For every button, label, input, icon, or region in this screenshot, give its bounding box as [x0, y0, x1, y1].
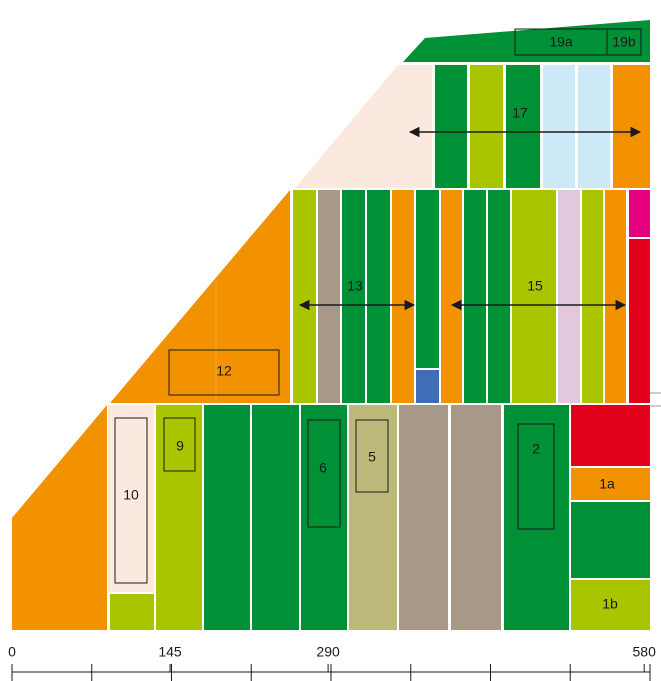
scale-label: 0 [8, 644, 16, 660]
plot [110, 190, 290, 403]
plot [435, 65, 467, 188]
scale-label: 580 [633, 644, 657, 660]
plot [12, 405, 107, 630]
plot [571, 405, 650, 466]
plot [582, 190, 603, 403]
plot [349, 405, 397, 630]
plot [204, 405, 250, 630]
plot-label: 9 [176, 438, 184, 454]
plot [110, 594, 154, 630]
scale-label: 145 [158, 644, 182, 660]
plot [301, 405, 347, 630]
plot [512, 190, 556, 403]
plot [416, 190, 439, 368]
scale-bar: 0 145 290 580 [8, 644, 656, 681]
plot [342, 190, 365, 403]
plot [441, 190, 462, 403]
plot [504, 405, 569, 630]
plot-label: 19b [612, 34, 636, 50]
plot [108, 405, 154, 592]
plot [470, 65, 503, 188]
outline [168, 349, 280, 396]
outline [114, 417, 148, 584]
plot-label: 1b [602, 596, 618, 612]
plot [293, 190, 316, 403]
plot [318, 190, 340, 403]
plot [506, 65, 540, 188]
plot-label: 19a [549, 34, 573, 50]
outlines [114, 28, 642, 584]
plot-label: 6 [319, 460, 327, 476]
plot-label: 12 [216, 363, 232, 379]
outline [606, 28, 642, 56]
plot [613, 65, 650, 188]
plot [451, 405, 501, 630]
plot [399, 405, 448, 630]
plot [571, 468, 650, 500]
labels: 19a 19b 17 13 15 12 10 9 6 5 2 1a 1b [123, 34, 636, 612]
plot [403, 20, 650, 62]
plot [571, 502, 650, 578]
plot-label: 5 [368, 449, 376, 465]
plots [12, 20, 661, 630]
plot-label: 17 [512, 105, 528, 121]
plot-label: 15 [527, 278, 543, 294]
outline [517, 423, 555, 530]
plot [605, 190, 626, 403]
plot [295, 65, 432, 188]
plot-label: 10 [123, 487, 139, 503]
plot [571, 580, 650, 630]
plot [629, 190, 650, 237]
outline [307, 419, 341, 528]
plot-label: 2 [532, 441, 540, 457]
plot [558, 190, 580, 403]
plot [543, 65, 575, 188]
plot [252, 405, 299, 630]
plot [488, 190, 510, 403]
outline [355, 419, 389, 493]
arrows [298, 126, 642, 311]
plot-label: 1a [599, 476, 615, 492]
plot-label: 13 [347, 278, 363, 294]
plot [464, 190, 486, 403]
plot [367, 190, 390, 403]
plot [578, 65, 610, 188]
scale-label: 290 [316, 644, 340, 660]
plot [629, 239, 650, 403]
outline [163, 417, 196, 472]
plot [392, 190, 414, 403]
plot [416, 370, 439, 403]
